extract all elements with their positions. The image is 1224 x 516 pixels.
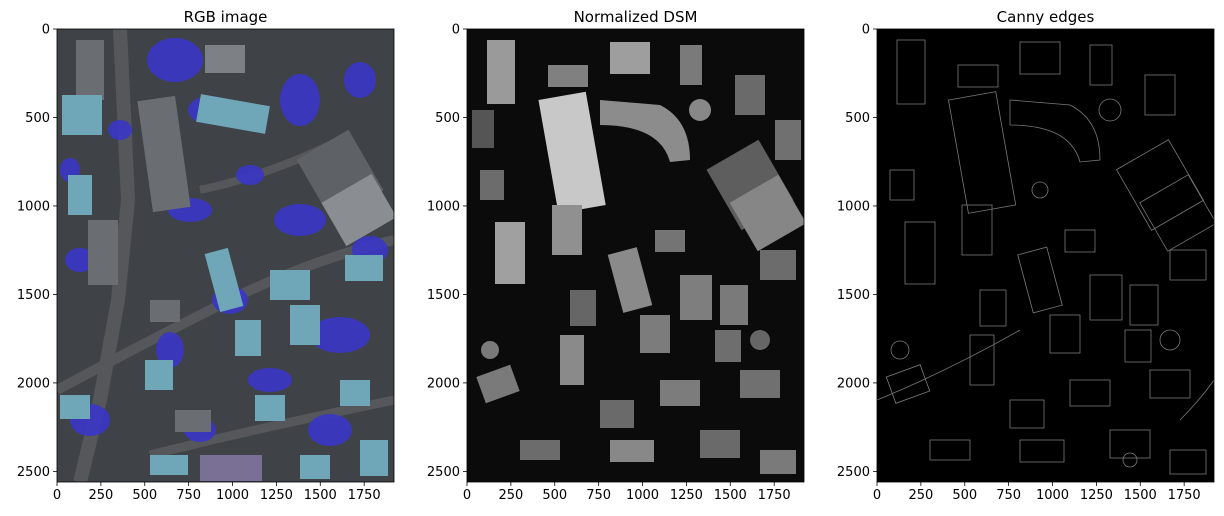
y-tick-label: 1500 [837, 288, 870, 303]
panel-normalized-dsm: Normalized DSM [427, 8, 805, 503]
x-tick-label: 1000 [216, 488, 249, 503]
y-axis-ticks: 0 500 1000 1500 2000 2500 [837, 23, 877, 480]
y-tick-label: 0 [452, 23, 460, 38]
x-tick-label: 750 [996, 488, 1021, 503]
canny-edge-map [877, 29, 1214, 482]
y-tick-label: 1500 [17, 288, 50, 303]
x-tick-label: 250 [498, 488, 523, 503]
panel-title: Canny edges [997, 8, 1095, 26]
y-tick-label: 0 [42, 23, 50, 38]
dsm-height-map [467, 29, 804, 482]
y-tick-label: 500 [845, 111, 870, 126]
y-tick-label: 1000 [837, 199, 870, 214]
x-tick-label: 1500 [714, 488, 747, 503]
y-tick-label: 500 [435, 111, 460, 126]
x-axis-ticks: 0 250 500 750 1000 1250 1500 1750 [463, 482, 791, 503]
y-tick-label: 2000 [17, 376, 50, 391]
y-tick-label: 2000 [427, 376, 460, 391]
rgb-aerial-image [57, 29, 394, 482]
x-axis-ticks: 0 250 500 750 1000 1250 1500 1750 [53, 482, 381, 503]
y-tick-label: 2500 [427, 465, 460, 480]
y-tick-label: 2000 [837, 376, 870, 391]
x-tick-label: 0 [53, 488, 61, 503]
x-tick-label: 250 [88, 488, 113, 503]
panel-title: Normalized DSM [574, 8, 698, 26]
y-tick-label: 2500 [17, 465, 50, 480]
panel-canny-edges: Canny edges [837, 8, 1215, 503]
x-tick-label: 750 [586, 488, 611, 503]
x-tick-label: 250 [908, 488, 933, 503]
x-tick-label: 500 [132, 488, 157, 503]
y-tick-label: 500 [25, 111, 50, 126]
panel-rgb-image: RGB image [17, 8, 395, 503]
y-tick-label: 1000 [427, 199, 460, 214]
y-tick-label: 1000 [17, 199, 50, 214]
x-tick-label: 500 [542, 488, 567, 503]
y-tick-label: 2500 [837, 465, 870, 480]
x-tick-label: 0 [873, 488, 881, 503]
x-axis-ticks: 0 250 500 750 1000 1250 1500 1750 [873, 482, 1201, 503]
x-tick-label: 1750 [1168, 488, 1201, 503]
y-axis-ticks: 0 500 1000 1500 2000 2500 [17, 23, 57, 480]
x-tick-label: 1750 [348, 488, 381, 503]
y-tick-label: 1500 [427, 288, 460, 303]
x-tick-label: 1250 [260, 488, 293, 503]
x-tick-label: 0 [463, 488, 471, 503]
x-tick-label: 750 [176, 488, 201, 503]
x-tick-label: 500 [952, 488, 977, 503]
x-tick-label: 1500 [304, 488, 337, 503]
x-tick-label: 1250 [1080, 488, 1113, 503]
y-tick-label: 0 [862, 23, 870, 38]
panel-title: RGB image [184, 8, 268, 26]
x-tick-label: 1000 [626, 488, 659, 503]
x-tick-label: 1750 [758, 488, 791, 503]
x-tick-label: 1500 [1124, 488, 1157, 503]
x-tick-label: 1000 [1036, 488, 1069, 503]
y-axis-ticks: 0 500 1000 1500 2000 2500 [427, 23, 467, 480]
x-tick-label: 1250 [670, 488, 703, 503]
